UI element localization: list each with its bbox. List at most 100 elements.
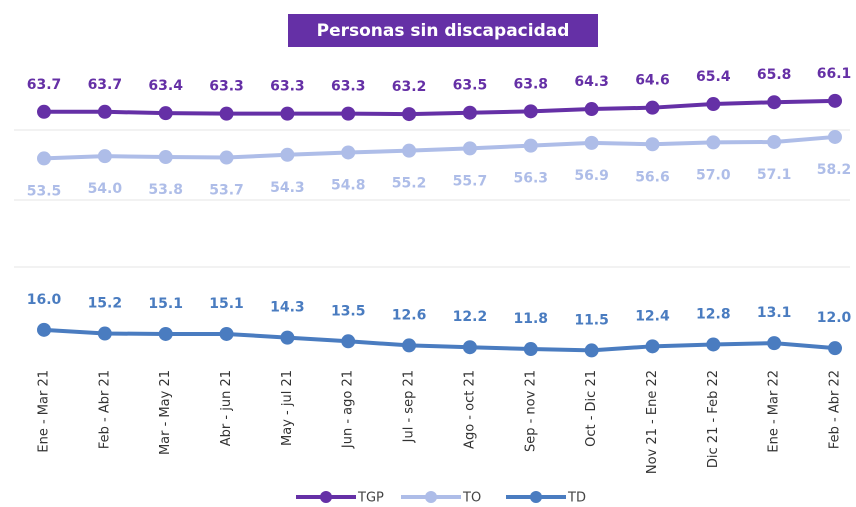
legend-marker [530, 491, 542, 503]
point [341, 145, 356, 160]
value-label: 54.3 [270, 180, 305, 196]
value-label: 12.0 [817, 310, 852, 326]
value-label: 64.3 [574, 74, 609, 90]
point [584, 102, 599, 117]
point [37, 104, 51, 119]
x-tick-label: Abr - jun 21 [219, 370, 234, 446]
point [645, 100, 660, 115]
point [158, 150, 173, 165]
line [43, 327, 836, 353]
point [158, 106, 173, 121]
value-label: 53.8 [148, 182, 183, 198]
value-label: 56.9 [574, 168, 609, 184]
point [341, 106, 356, 121]
point [37, 322, 51, 337]
value-label: 55.2 [392, 176, 427, 192]
value-label: 14.3 [270, 300, 305, 316]
point [584, 343, 599, 358]
value-label: 63.3 [270, 79, 305, 95]
point [767, 95, 782, 110]
value-label: 63.7 [88, 77, 123, 93]
line [44, 98, 836, 117]
point [280, 330, 295, 345]
point [341, 334, 356, 349]
legend-marker [425, 491, 437, 503]
legend-label: TGP [357, 491, 384, 506]
point [645, 137, 660, 152]
value-label: 64.6 [635, 73, 670, 89]
value-label: 12.2 [453, 309, 488, 325]
point [523, 342, 538, 357]
point [523, 104, 538, 119]
legend-label: TD [567, 491, 586, 506]
point [462, 340, 477, 355]
x-tick-label: Ene - Mar 22 [767, 370, 782, 453]
point [828, 129, 842, 144]
point [462, 141, 477, 156]
legend-label: TO [462, 491, 481, 506]
point [523, 138, 538, 153]
chart-title: Personas sin discapacidad [317, 21, 570, 41]
x-tick-label: Nov 21 - Ene 22 [645, 370, 660, 474]
value-label: 56.3 [513, 171, 548, 187]
point [97, 326, 112, 341]
x-tick-label: Feb - Abr 22 [828, 370, 843, 449]
value-label: 15.1 [209, 296, 244, 312]
value-label: 16.0 [27, 292, 62, 308]
value-label: 13.1 [757, 305, 792, 321]
title-box [288, 14, 598, 47]
point [706, 337, 721, 352]
point [219, 150, 234, 165]
point [828, 341, 842, 356]
point [828, 93, 842, 108]
x-tick-label: Feb - Abr 21 [97, 370, 112, 449]
value-label: 63.4 [148, 78, 183, 94]
value-label: 11.8 [513, 311, 548, 327]
value-label: 63.2 [392, 79, 427, 95]
point [158, 326, 173, 341]
x-tick-label: May - jul 21 [280, 370, 295, 446]
point [280, 106, 295, 121]
point [584, 135, 599, 150]
point [97, 149, 112, 164]
value-label: 54.0 [88, 181, 123, 197]
value-label: 55.7 [453, 173, 488, 189]
value-label: 63.7 [27, 77, 62, 93]
line [43, 134, 836, 161]
point [645, 339, 660, 354]
value-label: 56.6 [635, 169, 670, 185]
point [462, 105, 477, 120]
x-tick-label: Jun - ago 21 [341, 370, 356, 449]
value-label: 15.1 [148, 296, 183, 312]
value-label: 63.3 [331, 79, 366, 95]
legend-marker [320, 491, 332, 503]
point [97, 104, 112, 119]
point [37, 151, 51, 166]
value-label: 57.1 [757, 167, 792, 183]
value-label: 12.6 [392, 307, 427, 323]
x-tick-label: Sep - nov 21 [523, 370, 538, 452]
value-label: 63.8 [513, 76, 548, 92]
x-tick-label: Ago - oct 21 [462, 370, 477, 449]
value-label: 58.2 [817, 162, 852, 178]
value-label: 11.5 [574, 312, 609, 328]
point [706, 135, 721, 150]
value-label: 63.3 [209, 79, 244, 95]
value-label: 15.2 [88, 296, 123, 312]
value-label: 65.8 [757, 67, 792, 83]
point [402, 143, 417, 158]
value-label: 13.5 [331, 303, 366, 319]
point [767, 134, 782, 149]
value-label: 57.0 [696, 167, 731, 183]
x-tick-label: Mar - May 21 [158, 370, 173, 455]
value-label: 65.4 [696, 69, 731, 85]
point [280, 147, 295, 162]
point [706, 97, 721, 112]
x-tick-label: Jul - sep 21 [402, 370, 417, 443]
value-label: 53.7 [209, 183, 244, 199]
x-tick-label: Ene - Mar 21 [37, 370, 52, 453]
point [402, 338, 417, 353]
point [219, 326, 234, 341]
point [219, 106, 234, 121]
